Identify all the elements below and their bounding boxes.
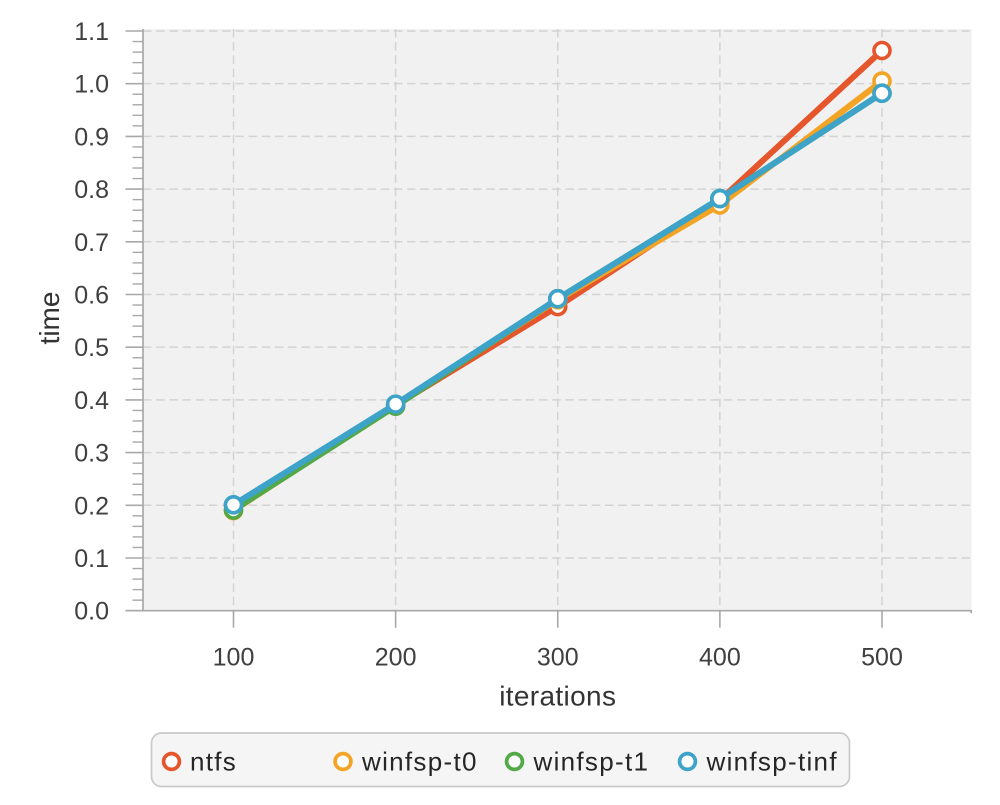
svg-text:ntfs: ntfs (190, 747, 237, 777)
svg-text:400: 400 (699, 644, 741, 672)
svg-text:0.6: 0.6 (74, 282, 109, 310)
svg-text:time: time (34, 292, 65, 345)
svg-text:1.0: 1.0 (74, 71, 109, 99)
svg-text:100: 100 (213, 644, 255, 672)
svg-text:0.7: 0.7 (74, 229, 109, 257)
svg-text:1.1: 1.1 (74, 18, 109, 46)
svg-text:500: 500 (861, 644, 903, 672)
svg-text:0.3: 0.3 (74, 440, 109, 468)
svg-text:iterations: iterations (499, 681, 616, 712)
svg-text:0.4: 0.4 (74, 387, 109, 415)
svg-text:0.8: 0.8 (74, 176, 109, 204)
svg-text:0.2: 0.2 (74, 492, 109, 520)
svg-text:0.5: 0.5 (74, 334, 109, 362)
svg-text:0.1: 0.1 (74, 545, 109, 573)
svg-text:winfsp-t1: winfsp-t1 (533, 747, 650, 777)
svg-text:0.0: 0.0 (74, 598, 109, 626)
svg-text:winfsp-t0: winfsp-t0 (361, 747, 478, 777)
svg-text:200: 200 (375, 644, 417, 672)
svg-text:0.9: 0.9 (74, 123, 109, 151)
svg-text:winfsp-tinf: winfsp-tinf (706, 747, 838, 777)
svg-text:300: 300 (537, 644, 579, 672)
